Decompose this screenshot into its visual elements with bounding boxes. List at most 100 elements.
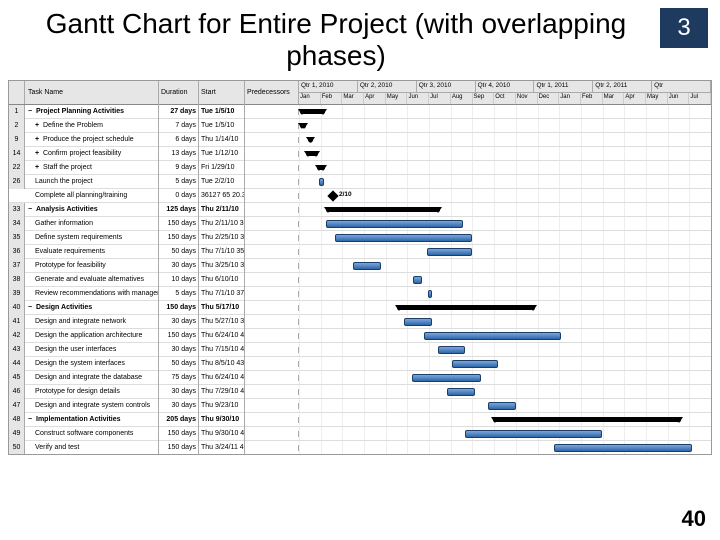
row-bar-area [299,441,711,454]
row-id: 9 [9,133,25,147]
month-cell: Jan [299,93,321,105]
task-bar [412,374,481,382]
row-predecessors [245,151,299,157]
row-bar-area [299,413,711,426]
row-predecessors [245,347,299,353]
row-id: 26 [9,175,25,189]
month-cell: Jul [429,93,451,105]
row-predecessors [245,333,299,339]
row-id: 48 [9,413,25,427]
row-bar-area [299,301,711,314]
task-bar [326,220,463,228]
task-bar [413,276,422,284]
summary-bar [493,417,681,422]
summary-bar [306,151,318,156]
row-predecessors [245,193,299,199]
row-id: 47 [9,399,25,413]
row-bar-area [299,119,711,132]
month-cell: Aug [451,93,473,105]
month-cell: Oct [494,93,516,105]
row-predecessors [245,445,299,451]
header-predecessors: Predecessors [245,81,299,104]
month-cell: Apr [624,93,646,105]
row-bar-area [299,203,711,216]
row-id: 2 [9,119,25,133]
quarter-cell: Qtr [652,81,711,93]
quarter-cell: Qtr 1, 2011 [534,81,593,93]
row-duration: 50 days [159,452,199,456]
row-id: 34 [9,217,25,231]
row-predecessors [245,389,299,395]
summary-bar [397,305,534,310]
chapter-badge: 3 [660,8,708,48]
month-cell: Feb [581,93,603,105]
row-bar-area [299,399,711,412]
summary-bar [308,137,314,142]
task-bar [404,318,432,326]
row-task-name: Convert data [25,452,159,456]
task-bar [319,178,324,186]
task-bar [424,332,561,340]
month-cell: Nov [516,93,538,105]
row-bar-area [299,329,711,342]
milestone-label: 2/10 [339,191,352,198]
row-id: 49 [9,427,25,441]
task-bar [335,234,472,242]
row-bar-area [299,287,711,300]
row-bar-area [299,385,711,398]
row-id: 14 [9,147,25,161]
quarter-cell: Qtr 2, 2011 [593,81,652,93]
row-id: 40 [9,301,25,315]
quarter-cell: Qtr 3, 2010 [417,81,476,93]
row-id: 36 [9,245,25,259]
row-bar-area [299,371,711,384]
timeline-header: Qtr 1, 2010Qtr 2, 2010Qtr 3, 2010Qtr 4, … [299,81,711,104]
row-predecessors [245,431,299,437]
page-title: Gantt Chart for Entire Project (with ove… [12,8,660,72]
row-bar-area: 2/10 [299,189,711,202]
row-bar-area [299,357,711,370]
row-bar-area [299,133,711,146]
gantt-body: 1−Project Planning Activities27 daysTue … [9,105,711,455]
month-cell: Feb [321,93,343,105]
quarter-cell: Qtr 2, 2010 [358,81,417,93]
row-bar-area [299,259,711,272]
gantt-chart: Task Name Duration Start Predecessors Qt… [8,80,712,455]
task-bar [465,430,602,438]
row-bar-area [299,231,711,244]
row-predecessors [245,319,299,325]
row-predecessors [245,179,299,185]
row-id: 37 [9,259,25,273]
quarter-cell: Qtr 1, 2010 [299,81,358,93]
summary-bar [326,207,441,212]
row-id: 38 [9,273,25,287]
page-number: 40 [682,506,706,532]
row-bar-area [299,217,711,230]
month-cell: Jul [689,93,711,105]
row-predecessors [245,403,299,409]
row-id: 45 [9,371,25,385]
task-bar [353,262,381,270]
row-predecessors [245,277,299,283]
row-id: 22 [9,161,25,175]
task-bar [447,388,475,396]
row-bar-area [299,161,711,174]
row-predecessors [245,291,299,297]
month-cell: Jan [559,93,581,105]
month-cell: Mar [342,93,364,105]
row-id: 51 [9,455,25,456]
task-bar [452,360,498,368]
row-id: 42 [9,329,25,343]
row-id: 35 [9,231,25,245]
row-predecessors [245,123,299,129]
task-bar [488,402,516,410]
row-id: 1 [9,105,25,119]
month-cell: Dec [538,93,560,105]
row-start: Thu 12/7/11 50SS [199,452,245,456]
milestone-diamond [327,191,338,202]
summary-bar [300,123,307,128]
row-bar-area [299,427,711,440]
month-cell: Sep [473,93,495,105]
row-id: 41 [9,315,25,329]
row-bar-area [299,273,711,286]
